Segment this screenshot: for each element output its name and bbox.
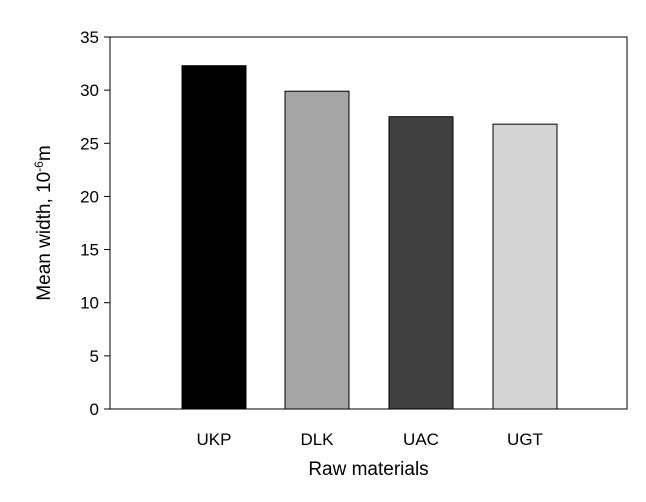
y-axis-title-prefix: Mean width, 10 [34, 172, 55, 301]
y-tick-label: 10 [80, 294, 99, 313]
x-tick-label-dlk: DLK [300, 430, 334, 449]
y-tick-label: 35 [80, 28, 99, 47]
y-tick-label: 15 [80, 241, 99, 260]
bars-layer [181, 65, 558, 410]
y-axis-title: Mean width, 10-6m [32, 145, 55, 300]
plot-frame [109, 36, 628, 410]
y-tick-label: 0 [90, 400, 99, 419]
bar-ugt [492, 123, 558, 410]
bar-uac [388, 116, 454, 410]
y-axis-title-suffix: m [34, 145, 55, 161]
x-tick-label-ugt: UGT [507, 430, 543, 449]
y-tick-label: 20 [80, 187, 99, 206]
y-tick-label: 30 [80, 81, 99, 100]
x-tick-label-ukp: UKP [197, 430, 232, 449]
x-axis: UKP DLK UAC UGT [197, 430, 543, 449]
bar-dlk [284, 90, 350, 410]
x-tick-label-uac: UAC [403, 430, 439, 449]
y-axis: 0 5 10 15 20 25 30 35 [80, 28, 110, 419]
y-tick-label: 25 [80, 134, 99, 153]
y-tick-label: 5 [90, 347, 99, 366]
bar-ukp [181, 65, 247, 410]
x-axis-title: Raw materials [308, 459, 428, 480]
y-axis-title-superscript: -6 [32, 161, 46, 172]
